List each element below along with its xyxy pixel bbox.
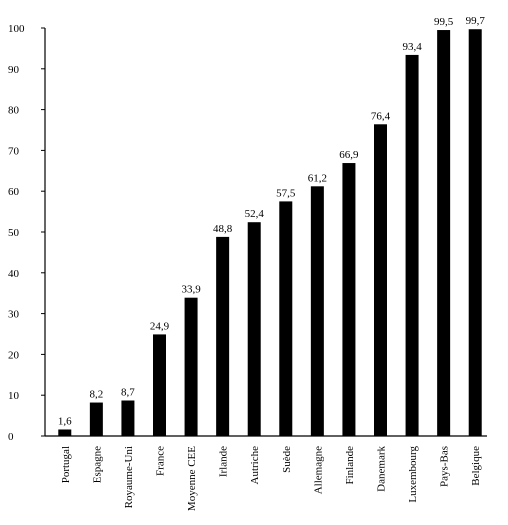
bar xyxy=(310,186,324,436)
value-labels: 1,6 8,2 8,7 24,9 33,9 48,8 52,4 57,5 61,2 66,9 76,… xyxy=(58,15,485,427)
category-label: Irlande xyxy=(218,446,230,477)
bar-value-label: 99,5 xyxy=(434,16,454,28)
category-label: Autriche xyxy=(249,446,261,485)
y-tick-label: 60 xyxy=(8,186,20,198)
bar xyxy=(437,30,451,436)
chart-axes xyxy=(44,28,487,437)
bar xyxy=(153,334,166,436)
category-label: Pays-Bas xyxy=(439,446,451,487)
y-tick-label: 40 xyxy=(8,268,20,280)
bar xyxy=(279,201,293,436)
bar xyxy=(89,402,103,436)
bar-value-label: 24,9 xyxy=(150,320,170,332)
bar-value-label: 33,9 xyxy=(181,284,201,296)
bar xyxy=(247,222,261,436)
category-label: Belgique xyxy=(470,446,482,486)
category-label: Espagne xyxy=(91,446,103,483)
bars xyxy=(58,29,482,437)
bar xyxy=(121,400,135,436)
bar-value-label: 66,9 xyxy=(339,149,359,161)
bar xyxy=(58,429,72,436)
y-tick-label: 0 xyxy=(8,431,14,443)
y-tick-label: 100 xyxy=(8,23,25,35)
y-axis-ticks: 0 10 20 30 40 50 60 70 80 90 100 xyxy=(8,23,45,443)
bar-value-label: 99,7 xyxy=(466,15,486,27)
category-labels: Portugal Espagne Royaume-Uni France Moyenne … xyxy=(60,446,482,512)
bar-value-label: 93,4 xyxy=(402,41,422,53)
bar-value-label: 76,4 xyxy=(371,110,391,122)
bar-value-label: 52,4 xyxy=(245,208,265,220)
bar xyxy=(374,124,387,437)
bar-value-label: 57,5 xyxy=(276,187,296,199)
bar xyxy=(216,236,230,436)
bar-value-label: 8,7 xyxy=(121,387,135,399)
category-label: Royaume-Uni xyxy=(123,446,135,508)
y-tick-label: 70 xyxy=(8,145,20,157)
y-tick-label: 20 xyxy=(8,349,20,361)
category-label: Moyenne CEE xyxy=(186,446,198,511)
bar xyxy=(468,29,482,436)
bar xyxy=(405,54,419,436)
category-label: Luxembourg xyxy=(407,446,419,503)
bar-value-label: 61,2 xyxy=(308,172,327,184)
category-label: Danemark xyxy=(376,446,388,492)
y-tick-label: 80 xyxy=(8,105,20,117)
category-label: Finlande xyxy=(344,446,356,485)
bar xyxy=(184,297,198,436)
y-tick-label: 10 xyxy=(8,390,20,402)
bar-value-label: 48,8 xyxy=(213,223,233,235)
bar xyxy=(342,163,356,436)
category-label: Allemagne xyxy=(312,446,324,494)
y-tick-label: 30 xyxy=(8,309,20,321)
bar-value-label: 1,6 xyxy=(58,415,72,427)
bar-value-label: 8,2 xyxy=(89,389,103,401)
category-label: Portugal xyxy=(60,446,72,483)
category-label: France xyxy=(155,446,167,476)
category-label: Suède xyxy=(281,446,293,473)
y-tick-label: 90 xyxy=(8,64,20,76)
y-tick-label: 50 xyxy=(8,227,20,239)
